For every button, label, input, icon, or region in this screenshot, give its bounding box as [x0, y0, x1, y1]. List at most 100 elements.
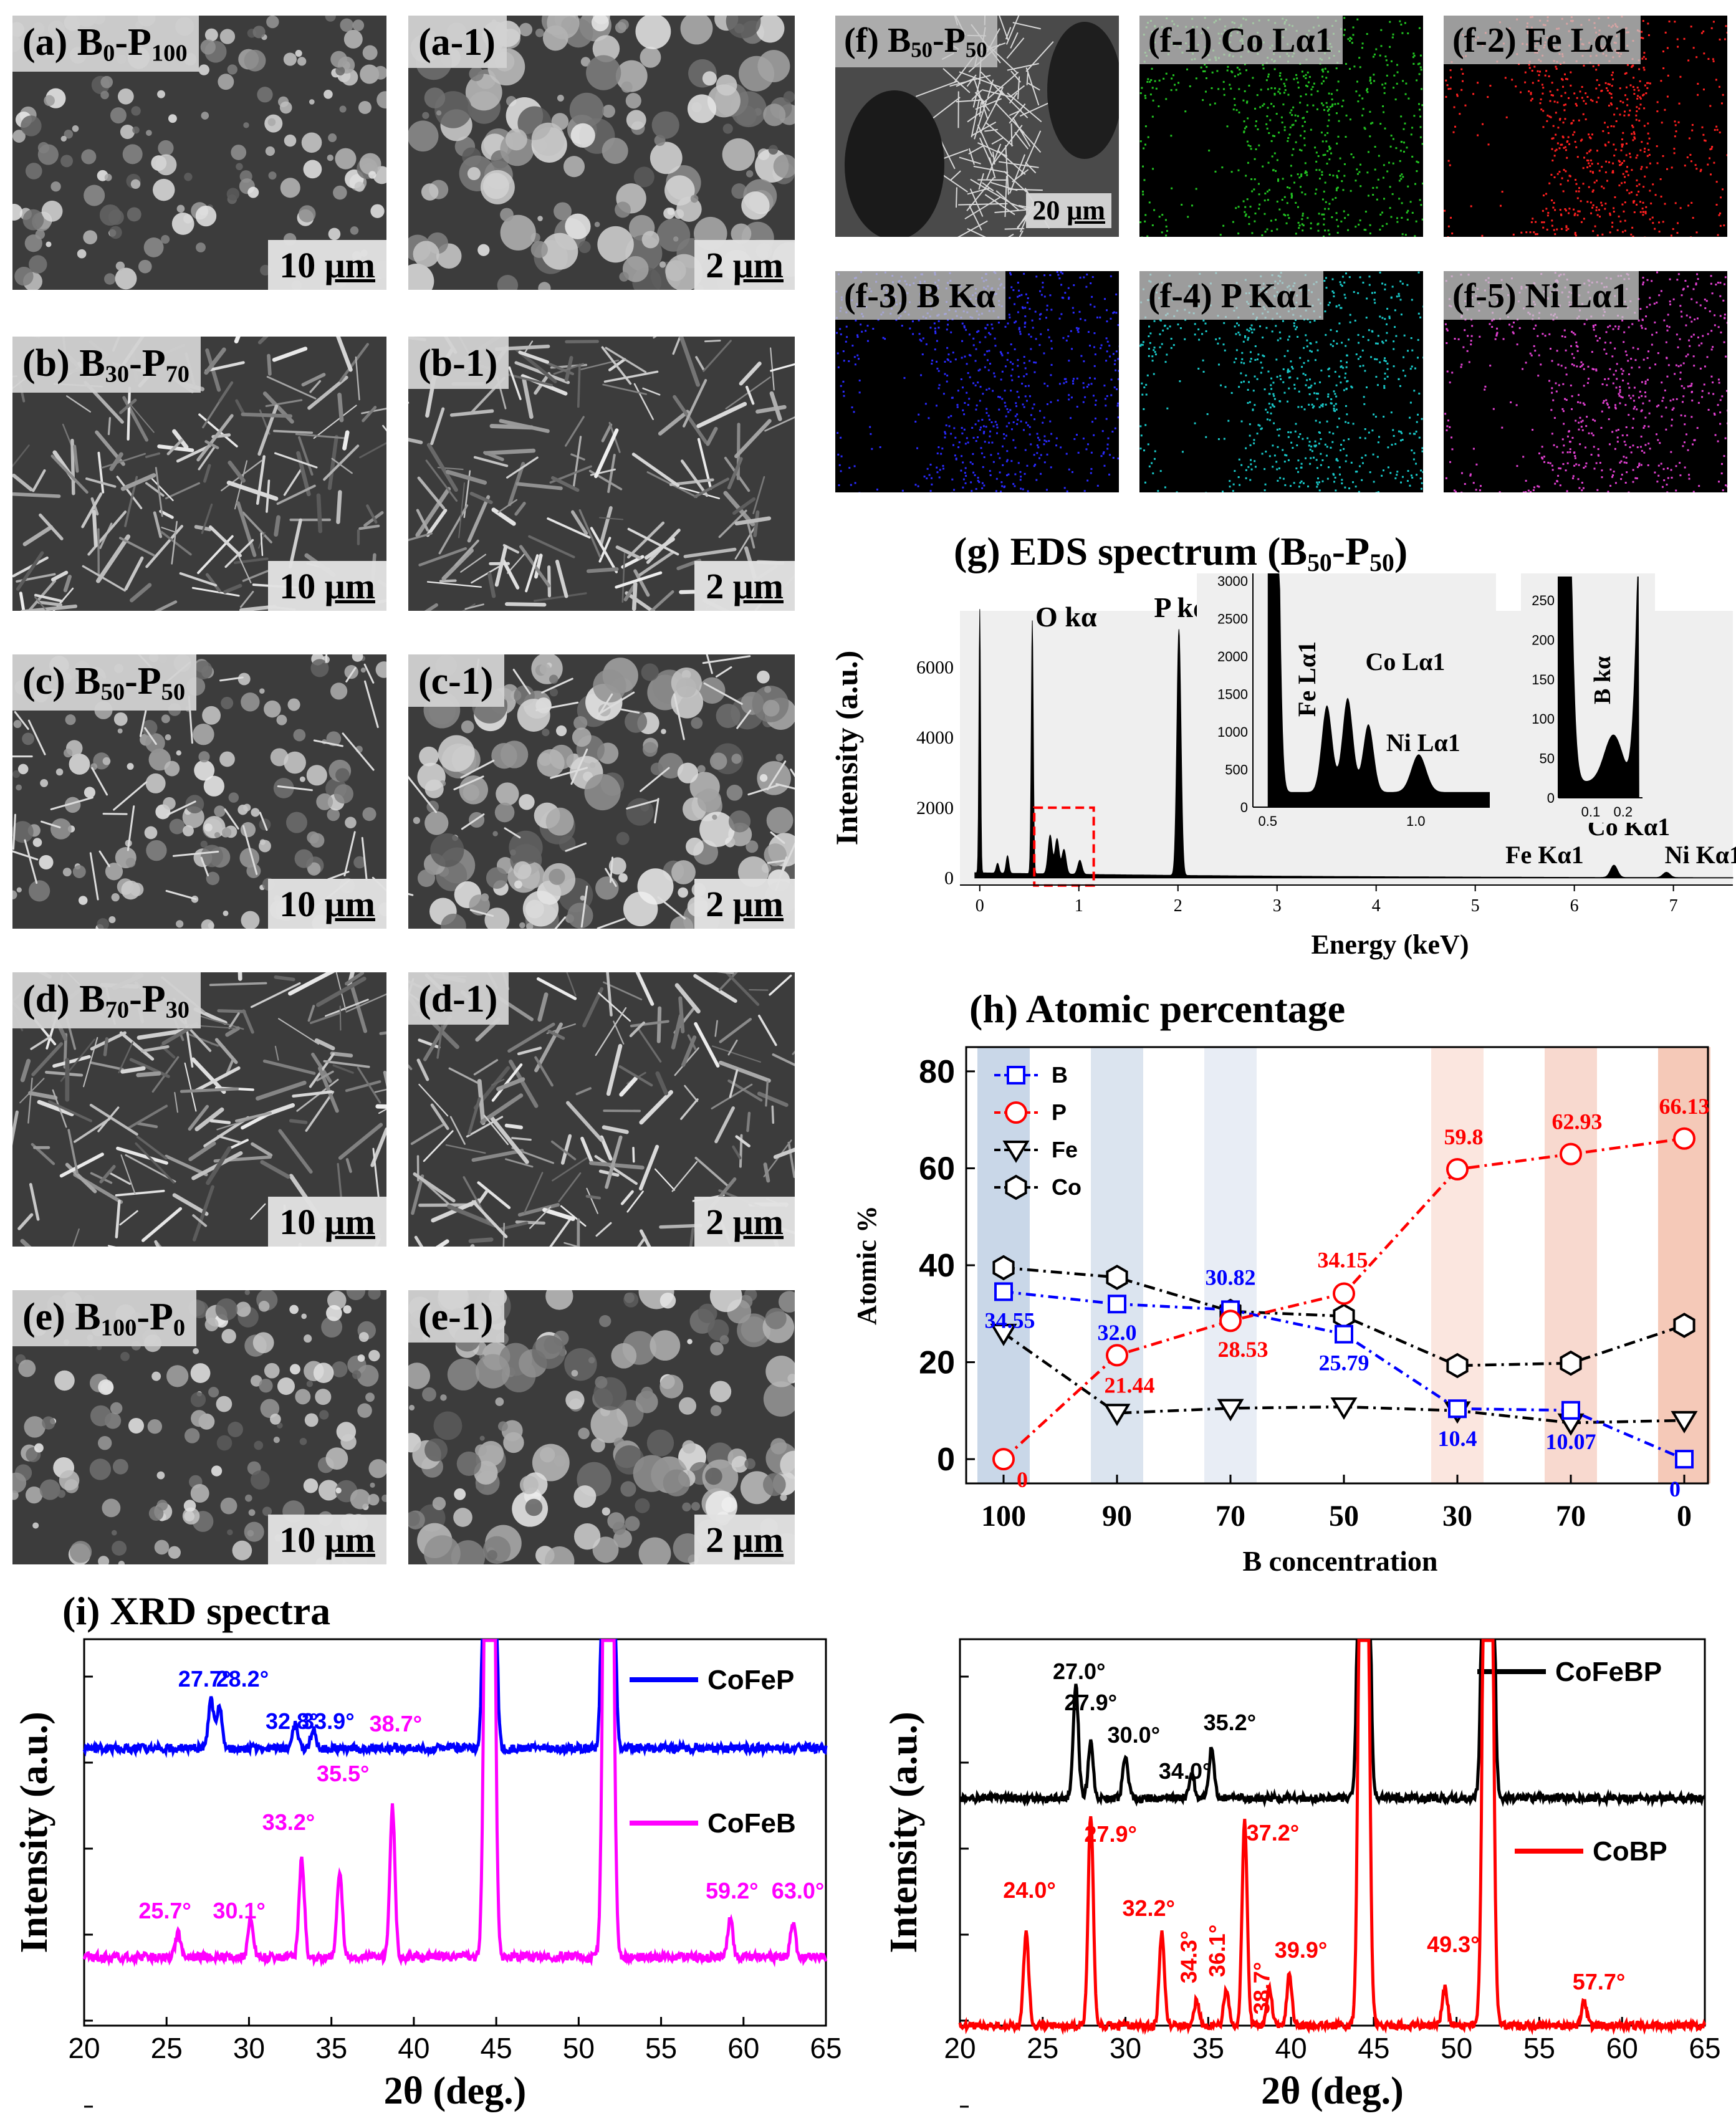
inset-y-tick-label: 1000	[1217, 724, 1248, 740]
data-point	[1671, 1410, 1698, 1434]
data-point	[1448, 1399, 1467, 1419]
inset-trace	[1267, 573, 1490, 807]
data-point	[1673, 1127, 1695, 1150]
sem-panel-label: (a) B0-P100	[12, 16, 199, 72]
scale-bar-label: 10 μm	[268, 1197, 386, 1247]
inset-x-tick-label: 0.2	[1614, 804, 1633, 820]
x-tick-label: 35	[1192, 2032, 1224, 2064]
sem-image: (a) B0-P100 10 μm	[12, 16, 386, 290]
y-tick-label: 0	[937, 1442, 955, 1478]
eds-map-label: (f-1) Co Lα1	[1139, 16, 1343, 64]
peak-label: 32.2°	[1122, 1895, 1174, 1921]
data-point	[1217, 1399, 1244, 1422]
x-tick-label: 90	[1102, 1500, 1132, 1533]
data-point	[1333, 1303, 1355, 1329]
inset-y-tick-label: 0	[1240, 800, 1248, 815]
sem-image: (d) B70-P30 10 μm	[12, 972, 386, 1247]
y-tick-label: 4000	[916, 727, 954, 748]
peak-label: 28.2°	[216, 1666, 269, 1692]
data-point	[1106, 1344, 1128, 1367]
y-tick-label: 0	[944, 868, 954, 889]
data-point	[1103, 1404, 1131, 1427]
xrd-title: (i) XRD spectra	[62, 1589, 331, 1633]
x-axis-label: Energy (keV)	[1312, 929, 1469, 960]
x-axis-label: 2θ (deg.)	[384, 2070, 527, 2112]
data-point	[1002, 1141, 1030, 1163]
sem-panel-label: (b-1)	[408, 337, 509, 389]
peak-label: Fe Kα1	[1505, 841, 1584, 869]
y-axis-label: Intensity (a.u.)	[829, 651, 864, 846]
eds-map-image: (f-1) Co Lα1	[1139, 16, 1423, 237]
eds-map-label: (f-4) P Kα1	[1139, 271, 1323, 320]
scale-bar-label: 2 μm	[694, 879, 795, 929]
data-label: 32.0	[1098, 1320, 1137, 1345]
peak-label: 32.8°	[266, 1708, 318, 1734]
eds-map-label: (f-5) Ni Lα1	[1444, 271, 1639, 320]
x-tick-label: 0	[1677, 1500, 1692, 1533]
data-point	[992, 1448, 1015, 1471]
data-point	[1560, 1350, 1582, 1376]
peak-label: 38.7°	[1249, 1962, 1275, 2014]
peak-label: 57.7°	[1573, 1969, 1625, 1994]
inset-y-tick-label: 500	[1225, 762, 1248, 778]
peak-label: 35.5°	[317, 1761, 369, 1786]
peak-label: 27.0°	[1053, 1659, 1105, 1684]
scale-bar-label: 2 μm	[694, 1515, 795, 1564]
legend-item: P	[994, 1099, 1067, 1125]
data-point	[1005, 1101, 1027, 1124]
inset-y-tick-label: 0	[1547, 790, 1555, 806]
eds-map-label: (f-3) B Kα	[835, 271, 1005, 320]
peak-label: 27.7°	[178, 1666, 231, 1692]
x-tick-label: 20	[944, 2032, 976, 2064]
sem-panel-label: (e) B100-P0	[12, 1290, 197, 1347]
scale-bar-label: 10 μm	[268, 240, 386, 290]
peak-label: 34.3°	[1176, 1931, 1202, 1983]
atomic-percentage-chart: 0 20 40 60 80 100 90 70 50 30 70 0 B concentration At…	[851, 1046, 1710, 1577]
spectrum-trace	[974, 609, 1734, 879]
legend-label: CoBP	[1593, 1836, 1667, 1867]
sem-image: (d-1) 2 μm	[408, 972, 795, 1247]
sem-image: (e) B100-P0 10 μm	[12, 1290, 386, 1564]
x-tick-label: 55	[1523, 2032, 1555, 2064]
x-tick-label: 25	[1027, 2032, 1058, 2064]
y-axis-label: Atomic %	[851, 1205, 882, 1325]
peak-label: 34.0°	[1159, 1758, 1211, 1784]
inset-y-tick-label: 150	[1532, 672, 1555, 687]
sem-image: (a-1) 2 μm	[408, 16, 795, 290]
x-tick-label: 5	[1471, 896, 1480, 916]
x-tick-label: 6	[1570, 896, 1579, 916]
x-tick-label: 70	[1216, 1500, 1245, 1533]
inset-peak-label: Co Lα1	[1366, 648, 1446, 676]
y-tick-label: 80	[919, 1054, 955, 1090]
eds-map-label: (f) B50-P50	[835, 16, 997, 68]
sem-panel-label: (d) B70-P30	[12, 972, 201, 1029]
legend-item: Co	[994, 1174, 1081, 1200]
scale-bar-label: 10 μm	[268, 1515, 386, 1564]
sem-image: (c-1) 2 μm	[408, 654, 795, 929]
x-tick-label: 7	[1669, 896, 1678, 916]
eds-spectrum-title: (g) EDS spectrum (B50-P50)	[954, 529, 1408, 577]
inset-boron: 0 50 100 150 200 250 0.1 0.2 B kα	[1521, 573, 1655, 823]
peak-label: O kα	[1035, 601, 1097, 633]
data-label: 62.93	[1552, 1109, 1603, 1134]
inset-peak-label: B kα	[1590, 656, 1616, 704]
x-tick-label: 45	[1358, 2032, 1389, 2064]
peak-label: 35.2°	[1204, 1710, 1256, 1735]
x-tick-label: 1	[1075, 896, 1083, 916]
data-label: 66.13	[1659, 1094, 1710, 1119]
legend-label: CoFeP	[707, 1665, 794, 1695]
x-tick-label: 45	[481, 2032, 512, 2064]
scale-bar-label: 2 μm	[694, 240, 795, 290]
data-point	[1446, 1353, 1469, 1379]
series-p	[992, 1127, 1695, 1471]
xrd-chart-left: 20 25 30 35 40 45 50 55 60 65 2θ (deg.) Intensity (…	[13, 1638, 842, 2112]
x-tick-label: 30	[233, 2032, 265, 2064]
inset-x-tick-label: 0.5	[1258, 813, 1277, 829]
eds-map-image: (f-5) Ni Lα1	[1444, 271, 1727, 492]
inset-y-tick-label: 3000	[1217, 573, 1248, 589]
sem-image: (b) B30-P70 10 μm	[12, 337, 386, 611]
peak-label: 27.9°	[1084, 1821, 1136, 1847]
x-tick-label: 20	[68, 2032, 100, 2064]
x-tick-label: 40	[398, 2032, 429, 2064]
x-tick-label: 3	[1273, 896, 1282, 916]
